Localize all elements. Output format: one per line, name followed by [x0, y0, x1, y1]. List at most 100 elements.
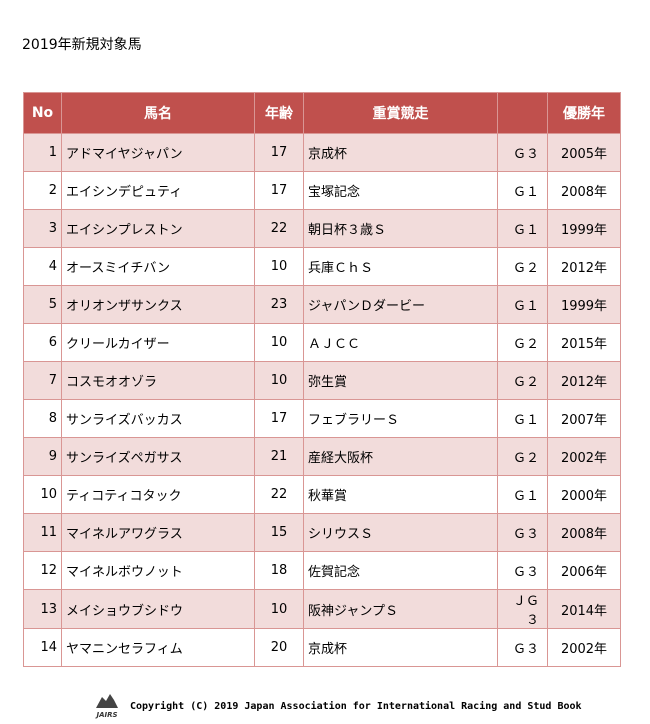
table-cell: 21	[254, 437, 304, 476]
table-row: 11 マイネルアワグラス 15 シリウスＳ Ｇ３ 2008年	[23, 513, 621, 552]
table-cell: 3	[23, 209, 62, 248]
table-cell: 7	[23, 361, 62, 400]
table-cell: Ｇ１	[497, 399, 548, 438]
table-row: 3 エイシンプレストン 22 朝日杯３歳Ｓ Ｇ１ 1999年	[23, 209, 621, 248]
table-row: 9 サンライズペガサス 21 産経大阪杯 Ｇ２ 2002年	[23, 437, 621, 476]
table-cell: Ｇ１	[497, 285, 548, 324]
table-cell: サンライズペガサス	[61, 437, 255, 476]
table-cell: 9	[23, 437, 62, 476]
table-cell: Ｇ１	[497, 209, 548, 248]
table-cell: Ｇ３	[497, 551, 548, 590]
table-cell: 1999年	[547, 285, 621, 324]
table-row: 2 エイシンデピュティ 17 宝塚記念 Ｇ１ 2008年	[23, 171, 621, 210]
logo-icon	[96, 694, 118, 708]
table-cell: 朝日杯３歳Ｓ	[303, 209, 498, 248]
table-cell: 12	[23, 551, 62, 590]
table-cell: 2012年	[547, 247, 621, 286]
header-cell	[497, 92, 548, 134]
header-cell: 重賞競走	[303, 92, 498, 134]
copyright: Copyright (C) 2019 Japan Association for…	[130, 700, 582, 712]
table-cell: オースミイチバン	[61, 247, 255, 286]
table-cell: 産経大阪杯	[303, 437, 498, 476]
table-cell: 佐賀記念	[303, 551, 498, 590]
table-cell: 22	[254, 475, 304, 514]
table-cell: 阪神ジャンプＳ	[303, 589, 498, 629]
header-cell: 優勝年	[547, 92, 621, 134]
table-row: 13 メイショウブシドウ 10 阪神ジャンプＳ ＪＧ３ 2014年	[23, 589, 621, 629]
table-cell: 2006年	[547, 551, 621, 590]
table-row: 10 ティコティコタック 22 秋華賞 Ｇ１ 2000年	[23, 475, 621, 514]
table-cell: コスモオオゾラ	[61, 361, 255, 400]
table-body: 1 アドマイヤジャパン 17 京成杯 Ｇ３ 2005年 2 エイシンデピュティ 17 宝塚記念 Ｇ１…	[23, 133, 621, 667]
table-row: 1 アドマイヤジャパン 17 京成杯 Ｇ３ 2005年	[23, 133, 621, 172]
logo: JAIRS	[92, 693, 122, 719]
table-cell: 1999年	[547, 209, 621, 248]
table-cell: Ｇ２	[497, 247, 548, 286]
table-cell: 秋華賞	[303, 475, 498, 514]
table-cell: Ｇ２	[497, 437, 548, 476]
table-cell: フェブラリーＳ	[303, 399, 498, 438]
table-cell: 2007年	[547, 399, 621, 438]
header-row: No 馬名 年齢 重賞競走 優勝年	[23, 92, 621, 134]
table-cell: 15	[254, 513, 304, 552]
table-cell: Ｇ３	[497, 133, 548, 172]
table-cell: ヤマニンセラフィム	[61, 628, 255, 667]
table-cell: オリオンザサンクス	[61, 285, 255, 324]
table-cell: クリールカイザー	[61, 323, 255, 362]
table-cell: 13	[23, 589, 62, 629]
table-row: 12 マイネルボウノット 18 佐賀記念 Ｇ３ 2006年	[23, 551, 621, 590]
table-row: 8 サンライズバッカス 17 フェブラリーＳ Ｇ１ 2007年	[23, 399, 621, 438]
table-cell: 2	[23, 171, 62, 210]
table-cell: Ｇ３	[497, 513, 548, 552]
table-cell: Ｇ２	[497, 323, 548, 362]
title: 2019年新規対象馬	[22, 37, 142, 53]
table-row: 7 コスモオオゾラ 10 弥生賞 Ｇ２ 2012年	[23, 361, 621, 400]
table-cell: 14	[23, 628, 62, 667]
table-cell: 1	[23, 133, 62, 172]
table-row: 14 ヤマニンセラフィム 20 京成杯 Ｇ３ 2002年	[23, 628, 621, 667]
table-cell: エイシンプレストン	[61, 209, 255, 248]
table-cell: 2000年	[547, 475, 621, 514]
table-cell: 8	[23, 399, 62, 438]
table-cell: 17	[254, 171, 304, 210]
table-cell: 4	[23, 247, 62, 286]
table-cell: ティコティコタック	[61, 475, 255, 514]
table-cell: 10	[254, 247, 304, 286]
table-cell: 10	[254, 323, 304, 362]
header-cell: 馬名	[61, 92, 255, 134]
table-cell: マイネルアワグラス	[61, 513, 255, 552]
table-cell: 22	[254, 209, 304, 248]
table-cell: メイショウブシドウ	[61, 589, 255, 629]
table-cell: 17	[254, 399, 304, 438]
table-cell: 11	[23, 513, 62, 552]
table-row: 4 オースミイチバン 10 兵庫ＣｈＳ Ｇ２ 2012年	[23, 247, 621, 286]
table-cell: アドマイヤジャパン	[61, 133, 255, 172]
table-cell: Ｇ３	[497, 628, 548, 667]
table-cell: Ｇ１	[497, 475, 548, 514]
table-cell: ＡＪＣＣ	[303, 323, 498, 362]
table-cell: シリウスＳ	[303, 513, 498, 552]
table-cell: ＪＧ３	[497, 589, 548, 629]
table-cell: 宝塚記念	[303, 171, 498, 210]
table-cell: 2002年	[547, 437, 621, 476]
table-cell: 2008年	[547, 171, 621, 210]
table-cell: 5	[23, 285, 62, 324]
table-cell: 2014年	[547, 589, 621, 629]
table-cell: 10	[254, 589, 304, 629]
table-cell: 2015年	[547, 323, 621, 362]
table-cell: 20	[254, 628, 304, 667]
table-cell: 弥生賞	[303, 361, 498, 400]
table-cell: 18	[254, 551, 304, 590]
table-cell: 2012年	[547, 361, 621, 400]
footer: JAIRS Copyright (C) 2019 Japan Associati…	[92, 693, 582, 719]
header-cell: No	[23, 92, 62, 134]
table-cell: Ｇ２	[497, 361, 548, 400]
table-cell: 京成杯	[303, 628, 498, 667]
table-cell: 2002年	[547, 628, 621, 667]
table-cell: エイシンデピュティ	[61, 171, 255, 210]
table-cell: 23	[254, 285, 304, 324]
table-cell: サンライズバッカス	[61, 399, 255, 438]
logo-text: JAIRS	[96, 711, 118, 719]
table-cell: 10	[23, 475, 62, 514]
